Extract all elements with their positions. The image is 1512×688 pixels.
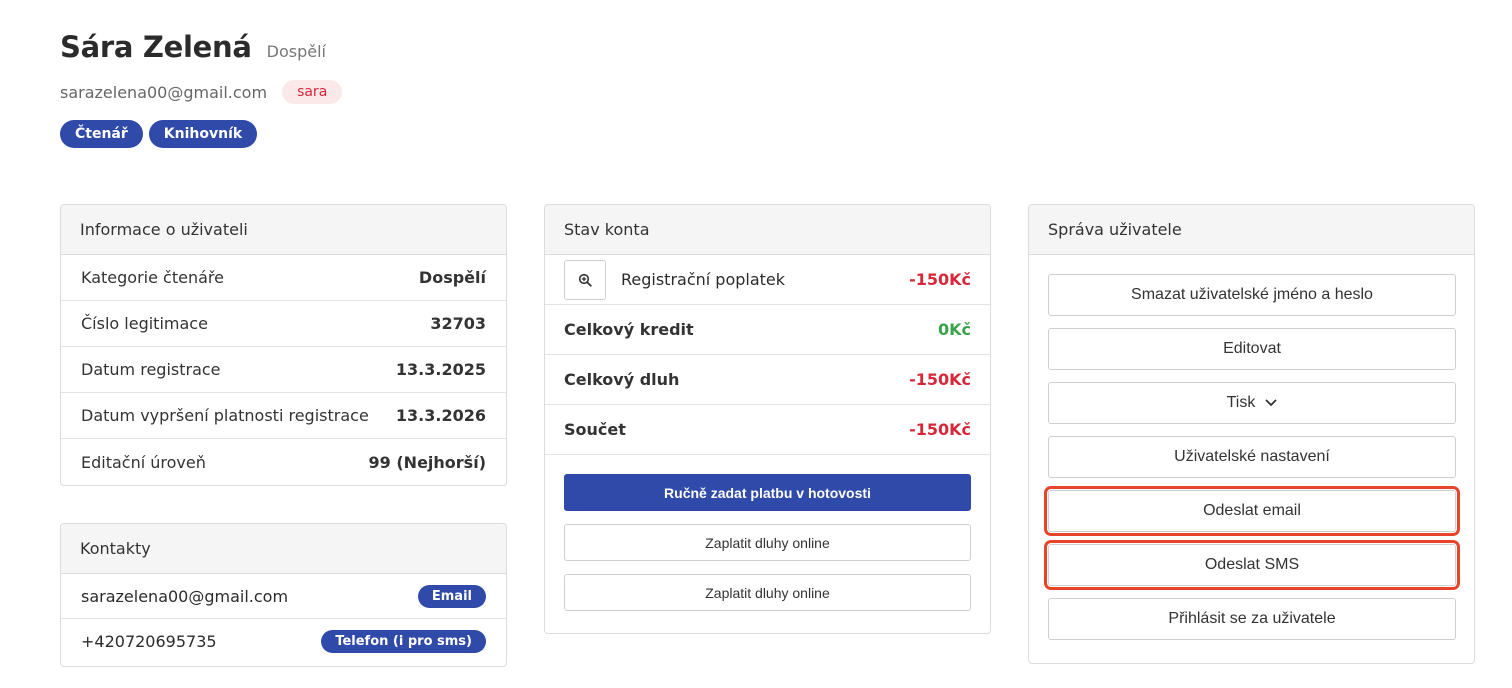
info-label: Editační úroveň — [81, 452, 206, 472]
contacts-card: Kontakty sarazelena00@gmail.com Email +4… — [60, 523, 507, 667]
account-card: Stav konta Registrační poplatek -150Kč C… — [544, 204, 991, 634]
info-row: Editační úroveň 99 (Nejhorší) — [61, 439, 506, 485]
fee-label: Registrační poplatek — [621, 270, 786, 289]
credit-value: 0Kč — [937, 320, 971, 339]
login-as-user-button[interactable]: Přihlásit se za uživatele — [1048, 598, 1456, 640]
contact-row: sarazelena00@gmail.com Email — [61, 574, 506, 619]
debt-label: Celkový dluh — [564, 370, 680, 389]
page-title: Sára Zelená — [60, 30, 252, 64]
pay-debts-online-button[interactable]: Zaplatit dluhy online — [564, 524, 971, 561]
info-value: 99 (Nejhorší) — [368, 452, 486, 472]
print-label: Tisk — [1226, 394, 1256, 411]
sum-value: -150Kč — [909, 420, 971, 439]
user-email: sarazelena00@gmail.com — [60, 82, 268, 102]
credit-row: Celkový kredit 0Kč — [545, 305, 990, 355]
info-value: 32703 — [430, 314, 486, 333]
name-row: Sára Zelená Dospělí — [60, 30, 342, 64]
user-settings-button[interactable]: Uživatelské nastavení — [1048, 436, 1456, 478]
contacts-header: Kontakty — [61, 524, 506, 574]
pay-debts-online-button-2[interactable]: Zaplatit dluhy online — [564, 574, 971, 611]
contact-row: +420720695735 Telefon (i pro sms) — [61, 619, 506, 664]
credit-label: Celkový kredit — [564, 320, 694, 339]
info-value: Dospělí — [418, 268, 486, 287]
contact-type-badge: Telefon (i pro sms) — [321, 630, 486, 653]
info-label: Číslo legitimace — [81, 314, 208, 333]
account-header: Stav konta — [545, 205, 990, 255]
role-badge-librarian: Knihovník — [148, 120, 258, 148]
user-category: Dospělí — [266, 42, 326, 61]
info-label: Datum vypršení platnosti registrace — [81, 406, 369, 425]
fee-row: Registrační poplatek -150Kč — [545, 255, 990, 305]
contact-value: +420720695735 — [81, 632, 217, 651]
edit-button[interactable]: Editovat — [1048, 328, 1456, 370]
manual-cash-payment-button[interactable]: Ručně zadat platbu v hotovosti — [564, 474, 971, 511]
management-header: Správa uživatele — [1029, 205, 1474, 255]
debt-value: -150Kč — [909, 370, 971, 389]
info-value: 13.3.2025 — [395, 360, 486, 379]
chevron-down-icon — [1265, 399, 1277, 406]
print-dropdown-button[interactable]: Tisk — [1048, 382, 1456, 424]
debt-row: Celkový dluh -150Kč — [545, 355, 990, 405]
username-badge: sara — [282, 80, 343, 104]
role-badge-reader: Čtenář — [60, 120, 143, 148]
email-row: sarazelena00@gmail.com sara — [60, 80, 343, 104]
sum-row: Součet -150Kč — [545, 405, 990, 455]
user-info-card: Informace o uživateli Kategorie čtenáře … — [60, 204, 507, 486]
user-header: Sára Zelená Dospělí sarazelena00@gmail.c… — [60, 30, 343, 148]
delete-credentials-button[interactable]: Smazat uživatelské jméno a heslo — [1048, 274, 1456, 316]
info-row: Kategorie čtenáře Dospělí — [61, 255, 506, 301]
info-label: Kategorie čtenáře — [81, 268, 224, 287]
fee-value: -150Kč — [909, 270, 971, 289]
management-card: Správa uživatele Smazat uživatelské jmén… — [1028, 204, 1475, 664]
send-email-button[interactable]: Odeslat email — [1044, 486, 1460, 536]
info-row: Datum vypršení platnosti registrace 13.3… — [61, 393, 506, 439]
zoom-in-icon — [578, 273, 592, 287]
send-sms-button[interactable]: Odeslat SMS — [1044, 540, 1460, 590]
zoom-button[interactable] — [564, 259, 606, 300]
info-value: 13.3.2026 — [395, 406, 486, 425]
contact-value: sarazelena00@gmail.com — [81, 586, 289, 606]
sum-label: Součet — [564, 420, 626, 439]
info-row: Číslo legitimace 32703 — [61, 301, 506, 347]
account-buttons: Ručně zadat platbu v hotovosti Zaplatit … — [545, 455, 990, 611]
info-label: Datum registrace — [81, 360, 221, 379]
user-info-header: Informace o uživateli — [61, 205, 506, 255]
management-buttons: Smazat uživatelské jméno a heslo Editova… — [1029, 255, 1474, 640]
info-row: Datum registrace 13.3.2025 — [61, 347, 506, 393]
contact-type-badge: Email — [417, 584, 486, 608]
roles: Čtenář Knihovník — [60, 120, 342, 148]
fee-row-left: Registrační poplatek — [564, 259, 786, 300]
